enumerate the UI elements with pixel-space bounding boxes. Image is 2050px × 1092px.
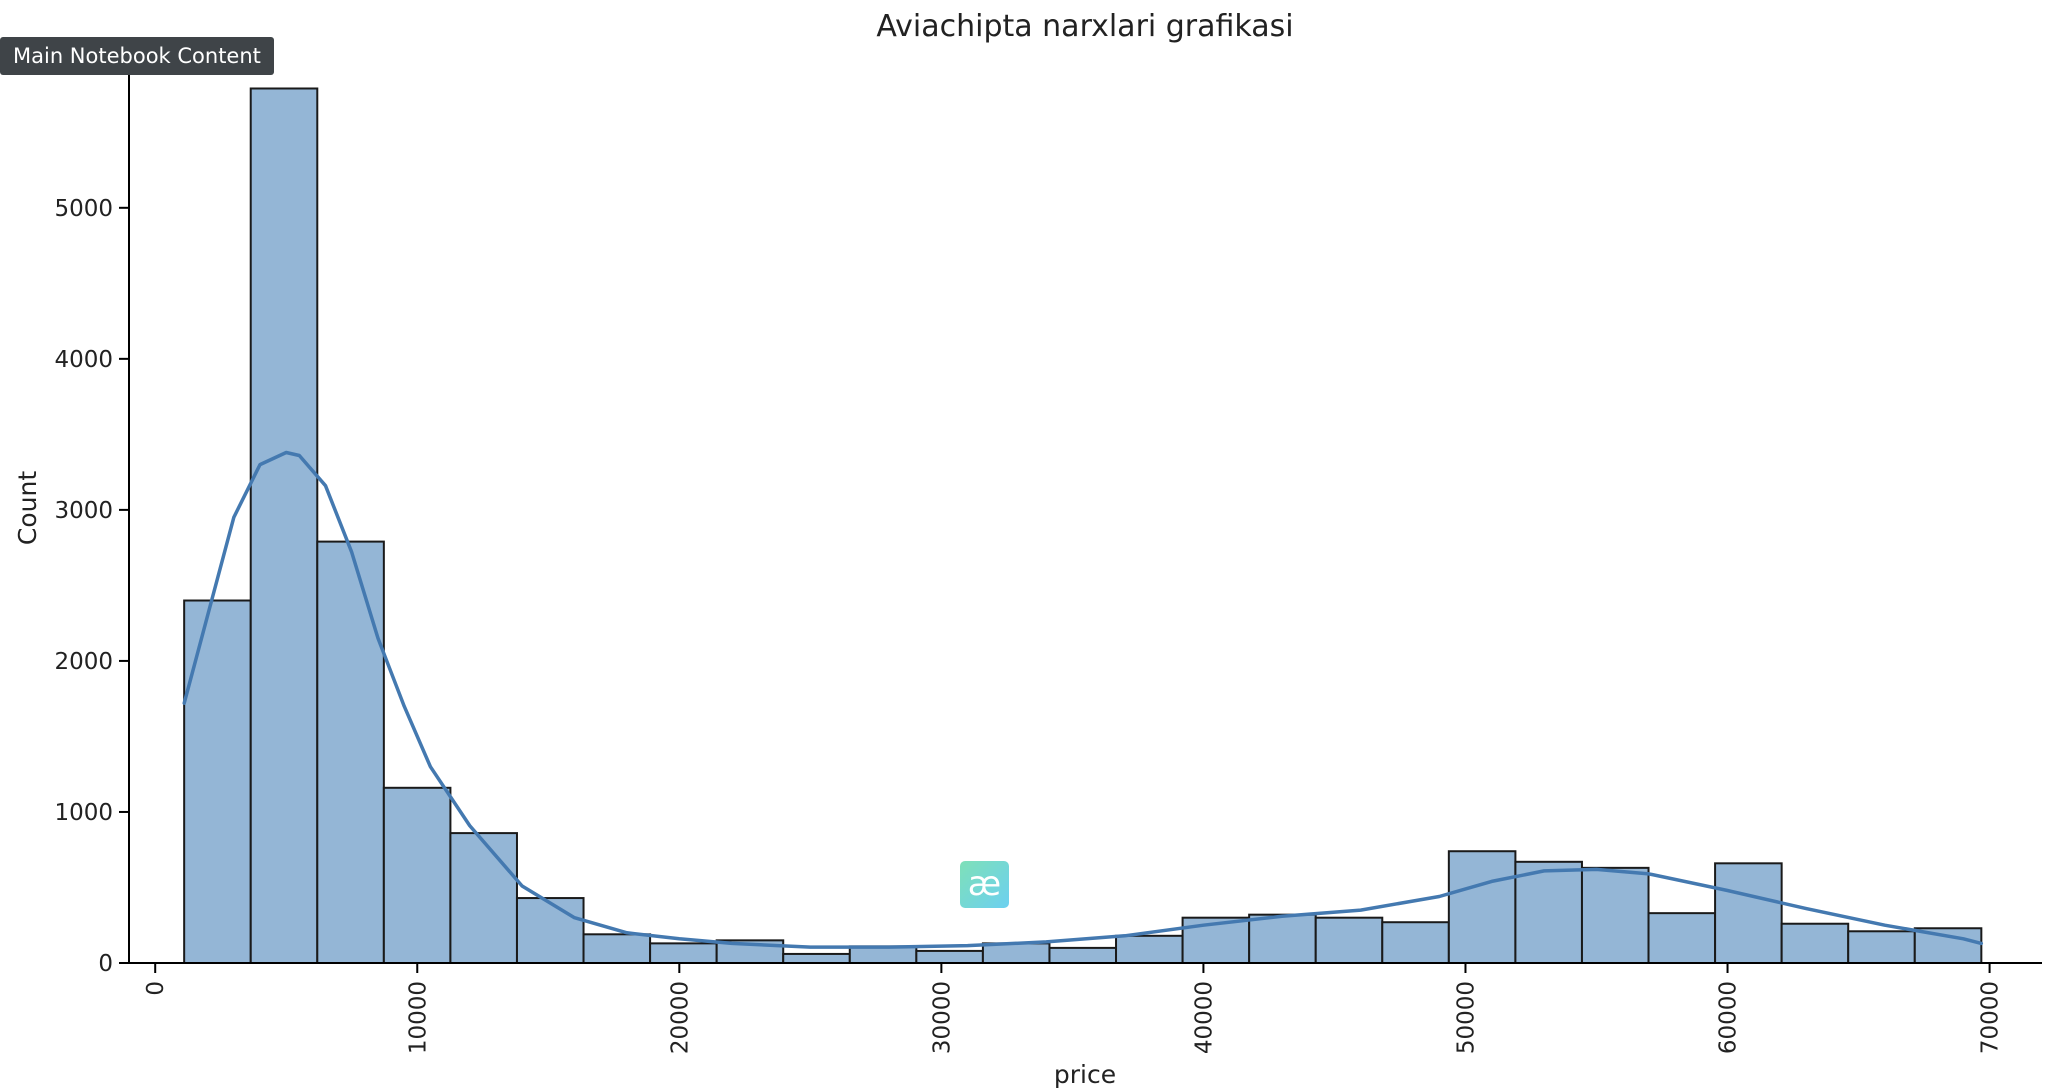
x-axis-label: price [1054, 1060, 1116, 1089]
bars-group [183, 87, 1983, 965]
histogram-bar [782, 952, 851, 965]
histogram-bar [449, 832, 518, 964]
histogram-bar [915, 949, 984, 964]
histogram-bar [1580, 866, 1650, 964]
histogram-bar [1381, 921, 1450, 965]
histogram-bar [1514, 860, 1583, 965]
histogram-bar [848, 945, 918, 964]
chart-title: Aviachipta narxlari grafikasi [876, 9, 1293, 44]
histogram-bar [249, 87, 319, 964]
y-axis-label: Count [13, 471, 42, 545]
y-tick-label: 2000 [54, 649, 113, 675]
histogram-bar [382, 786, 452, 964]
y-tick-label: 4000 [54, 347, 113, 373]
x-ticks-group: 0 10000 20000 30000 40000 50000 60000 70000 [143, 963, 2004, 1054]
logo-badge-icon: æ [960, 861, 1009, 908]
histogram-bar [649, 942, 718, 964]
histogram-bar [1714, 862, 1783, 964]
notebook-tooltip: Main Notebook Content [0, 37, 274, 75]
x-tick-label: 60000 [1716, 981, 1742, 1054]
x-tick-label: 30000 [929, 981, 955, 1054]
y-tick-label: 3000 [54, 498, 113, 524]
histogram-bar [1447, 850, 1517, 964]
histogram-bar [1248, 913, 1317, 965]
histogram-bar [1115, 934, 1184, 965]
x-tick-label: 70000 [1978, 981, 2004, 1054]
histogram-bar [1913, 927, 1983, 964]
histogram-bar [1647, 912, 1717, 964]
histogram-bar [1847, 930, 1916, 964]
histogram-bar [981, 942, 1051, 964]
x-tick-label: 10000 [405, 981, 431, 1054]
kde-curve [182, 450, 1984, 949]
y-tick-label: 5000 [54, 196, 113, 222]
y-tick-label: 0 [98, 951, 113, 977]
histogram-bar [515, 897, 585, 965]
histogram-bar [1780, 922, 1850, 964]
histogram-bar [1314, 916, 1384, 965]
y-ticks-group: 0 1000 2000 3000 4000 5000 [54, 196, 129, 977]
histogram-bar [183, 599, 252, 965]
histogram-bar [316, 540, 385, 964]
histogram-bar [582, 933, 652, 965]
y-tick-label: 1000 [54, 800, 113, 826]
x-tick-label: 20000 [667, 981, 693, 1054]
x-tick-label: 50000 [1453, 981, 1479, 1054]
x-tick-label: 0 [143, 981, 169, 996]
histogram-bar [1048, 946, 1118, 964]
x-tick-label: 40000 [1191, 981, 1217, 1054]
